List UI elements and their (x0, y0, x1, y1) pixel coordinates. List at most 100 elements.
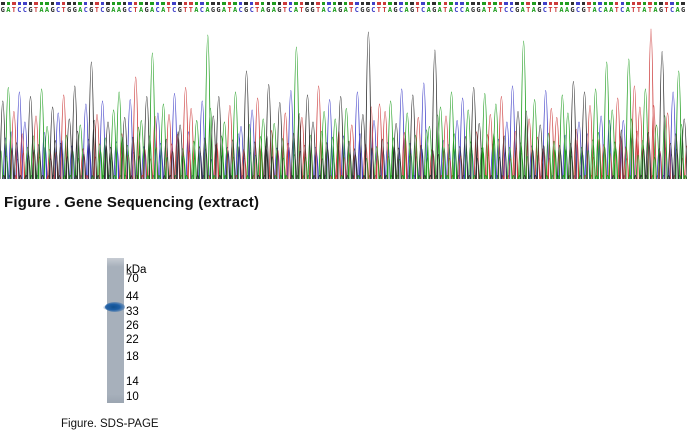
base-letter: G (338, 6, 343, 14)
base-tick (61, 2, 66, 5)
base-tick (454, 2, 459, 5)
base-tick (449, 2, 453, 5)
base-tick (493, 2, 497, 5)
base-letter: A (332, 6, 337, 14)
base-tick (349, 2, 353, 5)
base-letter: A (343, 6, 348, 14)
base-letter: A (603, 6, 608, 14)
base-tick (648, 2, 652, 5)
base-tick (476, 2, 481, 5)
base-tick (421, 2, 425, 5)
base-letter: A (271, 6, 276, 14)
base-letter: G (570, 6, 575, 14)
base-tick (150, 2, 154, 5)
base-letter: T (11, 6, 16, 14)
base-letter: T (315, 6, 321, 14)
gel-lane (103, 258, 125, 403)
base-letter: A (221, 6, 227, 14)
base-tick (670, 2, 674, 5)
kda-unit-label: kDa (126, 264, 147, 276)
sequencing-trace (0, 28, 687, 180)
base-letter: T (299, 6, 304, 14)
gel-marker-label: 22 (126, 334, 139, 346)
base-tick (244, 2, 248, 5)
base-tick (681, 2, 685, 5)
base-letter: G (310, 6, 315, 14)
base-letter: G (50, 6, 55, 14)
base-letter: C (22, 6, 27, 14)
base-tick (559, 2, 564, 5)
base-letter: C (669, 6, 675, 14)
base-letter: T (664, 6, 669, 14)
base-tick (355, 2, 359, 5)
base-tick (189, 2, 193, 5)
base-tick (399, 2, 403, 5)
base-letter: G (432, 6, 437, 14)
base-tick (520, 2, 525, 5)
base-tick (12, 2, 16, 5)
base-letter: T (183, 6, 188, 14)
base-letter: C (83, 6, 88, 14)
base-tick (122, 2, 127, 5)
base-tick (393, 2, 398, 5)
base-letter: G (89, 6, 94, 14)
base-tick (360, 2, 365, 5)
base-letter: C (459, 6, 464, 14)
base-tick (664, 2, 669, 5)
base-letter: G (210, 6, 216, 14)
base-letter: A (564, 6, 570, 14)
base-tick (28, 2, 33, 5)
base-tick (432, 2, 436, 5)
base-letter: A (492, 6, 498, 14)
base-tick (415, 2, 420, 5)
base-letter: A (6, 6, 11, 14)
base-letter: C (620, 6, 625, 14)
base-letter: T (166, 6, 171, 14)
base-letter: T (255, 6, 260, 14)
base-tick (272, 2, 276, 5)
base-letter: A (675, 6, 680, 14)
base-tick (576, 2, 580, 5)
gel-marker-label: 18 (126, 351, 139, 363)
base-letter: G (537, 6, 542, 14)
base-tick (316, 2, 320, 5)
base-tick (382, 2, 387, 5)
caption-gene-sequencing: Figure . Gene Sequencing (extract) (4, 194, 260, 211)
base-tick (23, 2, 27, 5)
base-letter: T (548, 6, 553, 14)
base-tick (211, 2, 215, 5)
base-letter: G (476, 6, 481, 14)
base-letter: C (127, 6, 133, 14)
base-tick (266, 2, 270, 5)
base-tick (598, 2, 602, 5)
base-letter: T (586, 6, 592, 14)
base-tick (338, 2, 342, 5)
base-letter: G (365, 6, 370, 14)
base-tick (592, 2, 597, 5)
base-tick (614, 2, 619, 5)
base-tick (78, 2, 82, 5)
base-letter: A (205, 6, 210, 14)
base-tick (343, 2, 348, 5)
base-tick (554, 2, 558, 5)
base-letter: G (470, 6, 476, 14)
base-tick (653, 2, 658, 5)
trace-channel-G (0, 31, 687, 180)
base-tick (166, 2, 171, 5)
base-tick (609, 2, 613, 5)
base-tick (543, 2, 547, 5)
base-tick (548, 2, 553, 5)
base-tick (277, 2, 282, 5)
base-letter: G (144, 6, 149, 14)
base-tick (222, 2, 226, 5)
gel-marker-label: 70 (126, 273, 139, 285)
base-tick (233, 2, 237, 5)
base-tick (587, 2, 591, 5)
base-tick (515, 2, 519, 5)
base-letter: A (481, 6, 487, 14)
base-letter: G (304, 6, 310, 14)
base-tick (128, 2, 132, 5)
base-tick (106, 2, 110, 5)
